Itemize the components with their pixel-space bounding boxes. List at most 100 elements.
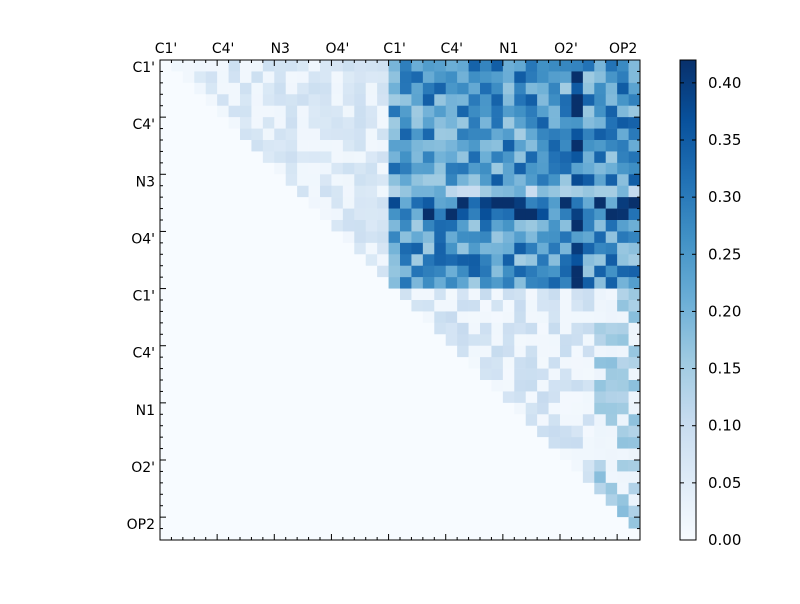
- heatmap-cell: [354, 494, 367, 507]
- heatmap-cell: [320, 242, 332, 255]
- heatmap-cell: [262, 505, 275, 518]
- heatmap-cell: [194, 300, 207, 312]
- heatmap-cell: [297, 254, 309, 267]
- heatmap-cell: [422, 380, 435, 392]
- heatmap-cell: [434, 174, 447, 187]
- heatmap-cell: [297, 128, 309, 141]
- heatmap-cell: [457, 94, 469, 107]
- heatmap-cell: [320, 517, 332, 529]
- heatmap-cell: [537, 162, 549, 175]
- heatmap-cell: [617, 334, 629, 347]
- heatmap-cell: [560, 288, 572, 301]
- heatmap-cell: [491, 517, 504, 529]
- heatmap-cell: [537, 277, 549, 289]
- heatmap-cell: [480, 82, 492, 95]
- heatmap-cell: [571, 151, 584, 164]
- heatmap-cell: [388, 402, 401, 415]
- heatmap-cell: [594, 437, 607, 449]
- heatmap-cell: [171, 151, 184, 164]
- heatmap-cell: [445, 94, 458, 107]
- heatmap-cell: [194, 288, 207, 301]
- heatmap-cell: [285, 60, 298, 72]
- heatmap-cell: [342, 334, 355, 347]
- heatmap-cell: [228, 288, 241, 301]
- heatmap-cell: [320, 151, 332, 164]
- heatmap-cell: [560, 300, 572, 312]
- heatmap-cell: [160, 322, 172, 335]
- heatmap-cell: [548, 71, 561, 84]
- heatmap-cell: [457, 105, 469, 118]
- heatmap-cell: [560, 357, 572, 369]
- heatmap-cell: [582, 185, 595, 198]
- heatmap-cell: [457, 185, 469, 198]
- heatmap-cell: [457, 197, 469, 209]
- heatmap-cell: [365, 380, 378, 392]
- heatmap-cell: [628, 60, 641, 72]
- heatmap-cell: [331, 334, 344, 347]
- heatmap-cell: [468, 482, 481, 495]
- heatmap-cell: [571, 380, 584, 392]
- heatmap-cell: [411, 185, 424, 198]
- heatmap-cell: [262, 71, 275, 84]
- heatmap-cell: [628, 151, 641, 164]
- heatmap-cell: [582, 231, 595, 244]
- colorbar-ticks: 0.000.050.100.150.200.250.300.350.40: [680, 74, 741, 549]
- colorbar-tick-label: 0.15: [708, 360, 741, 378]
- heatmap-cell: [217, 380, 229, 392]
- heatmap-cell: [251, 368, 264, 381]
- heatmap-cell: [434, 345, 447, 358]
- heatmap-cell: [228, 322, 241, 335]
- heatmap-cell: [628, 185, 641, 198]
- heatmap-cell: [582, 391, 595, 404]
- heatmap-cell: [251, 208, 264, 221]
- heatmap-cell: [228, 94, 241, 107]
- heatmap-cell: [422, 391, 435, 404]
- heatmap-cell: [514, 254, 527, 267]
- heatmap-cell: [548, 174, 561, 187]
- heatmap-cell: [365, 117, 378, 129]
- heatmap-cell: [285, 197, 298, 209]
- heatmap-cell: [480, 517, 492, 529]
- heatmap-cell: [617, 197, 629, 209]
- heatmap-cell: [182, 391, 195, 404]
- heatmap-cell: [400, 117, 412, 129]
- heatmap-cell: [537, 242, 549, 255]
- heatmap-cell: [308, 185, 321, 198]
- heatmap-cell: [182, 71, 195, 84]
- heatmap-cell: [617, 357, 629, 369]
- heatmap-cell: [388, 380, 401, 392]
- heatmap-cell: [171, 334, 184, 347]
- heatmap-cell: [491, 334, 504, 347]
- heatmap-cell: [217, 60, 229, 72]
- heatmap-cell: [468, 197, 481, 209]
- heatmap-cell: [400, 220, 412, 232]
- heatmap-cell: [525, 82, 538, 95]
- heatmap-cell: [514, 402, 527, 415]
- heatmap-cell: [194, 242, 207, 255]
- heatmap-cell: [308, 82, 321, 95]
- heatmap-cell: [228, 391, 241, 404]
- heatmap-cell: [502, 505, 515, 518]
- colorbar-tick-label: 0.30: [708, 188, 741, 206]
- heatmap-cell: [285, 82, 298, 95]
- heatmap-cell: [502, 460, 515, 472]
- heatmap-cell: [422, 425, 435, 438]
- heatmap-cell: [628, 71, 641, 84]
- heatmap-cell: [354, 425, 367, 438]
- heatmap-cell: [205, 517, 218, 529]
- heatmap-cell: [160, 334, 172, 347]
- heatmap-cell: [217, 425, 229, 438]
- heatmap-cell: [434, 220, 447, 232]
- heatmap-cell: [365, 94, 378, 107]
- heatmap-cell: [594, 277, 607, 289]
- heatmap-cell: [285, 460, 298, 472]
- heatmap-cell: [194, 140, 207, 152]
- heatmap-cell: [171, 94, 184, 107]
- heatmap-cell: [331, 494, 344, 507]
- heatmap-cell: [160, 517, 172, 529]
- heatmap-cell: [228, 265, 241, 278]
- heatmap-cell: [228, 242, 241, 255]
- heatmap-cell: [228, 231, 241, 244]
- heatmap-cell: [594, 197, 607, 209]
- heatmap-cell: [491, 185, 504, 198]
